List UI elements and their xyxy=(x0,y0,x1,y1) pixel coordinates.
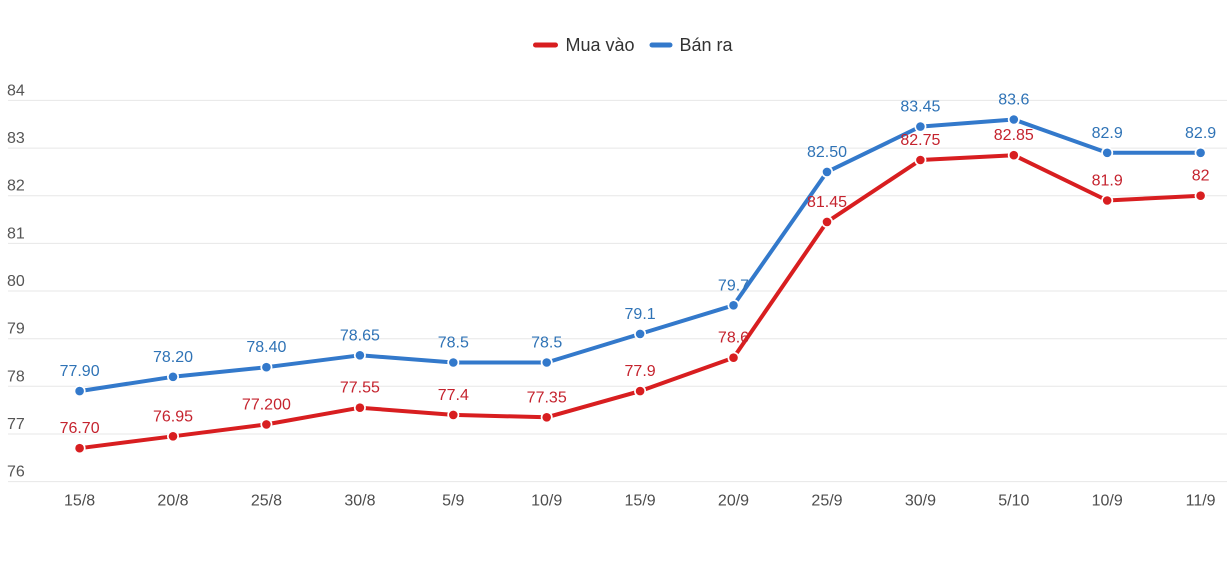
svg-text:79.1: 79.1 xyxy=(625,306,656,323)
svg-text:82.50: 82.50 xyxy=(807,144,847,161)
svg-text:81: 81 xyxy=(7,225,25,242)
svg-text:77.200: 77.200 xyxy=(242,396,291,413)
svg-text:82.9: 82.9 xyxy=(1185,125,1216,142)
svg-text:78.40: 78.40 xyxy=(246,339,286,356)
svg-text:78.5: 78.5 xyxy=(531,335,562,352)
svg-text:78.6: 78.6 xyxy=(718,330,749,347)
svg-text:83: 83 xyxy=(7,130,25,147)
svg-text:77.90: 77.90 xyxy=(60,363,100,380)
svg-text:77.9: 77.9 xyxy=(625,363,656,380)
svg-text:78: 78 xyxy=(7,368,25,385)
svg-text:82: 82 xyxy=(7,178,25,195)
svg-text:25/8: 25/8 xyxy=(251,493,282,510)
svg-text:76.95: 76.95 xyxy=(153,408,193,425)
svg-text:81.45: 81.45 xyxy=(807,194,847,211)
svg-text:83.45: 83.45 xyxy=(900,99,940,116)
svg-text:76.70: 76.70 xyxy=(60,420,100,437)
svg-text:78.5: 78.5 xyxy=(438,335,469,352)
svg-text:77.4: 77.4 xyxy=(438,387,469,404)
svg-text:82.85: 82.85 xyxy=(994,127,1034,144)
svg-text:81.9: 81.9 xyxy=(1092,173,1123,190)
svg-text:77: 77 xyxy=(7,416,25,433)
svg-text:76: 76 xyxy=(7,464,25,481)
svg-text:Bán ra: Bán ra xyxy=(680,35,734,55)
svg-text:15/8: 15/8 xyxy=(64,493,95,510)
svg-text:82.75: 82.75 xyxy=(900,132,940,149)
svg-text:77.35: 77.35 xyxy=(527,389,567,406)
svg-text:79.7: 79.7 xyxy=(718,277,749,294)
svg-text:77.55: 77.55 xyxy=(340,380,380,397)
svg-text:11/9: 11/9 xyxy=(1186,493,1216,510)
svg-text:83.6: 83.6 xyxy=(998,92,1029,109)
svg-text:15/9: 15/9 xyxy=(625,493,656,510)
svg-text:10/9: 10/9 xyxy=(1092,493,1123,510)
svg-text:78.65: 78.65 xyxy=(340,327,380,344)
svg-text:10/9: 10/9 xyxy=(531,493,562,510)
svg-text:82: 82 xyxy=(1192,168,1210,185)
svg-text:30/8: 30/8 xyxy=(344,493,375,510)
svg-text:25/9: 25/9 xyxy=(811,493,842,510)
svg-text:20/8: 20/8 xyxy=(157,493,188,510)
svg-text:82.9: 82.9 xyxy=(1092,125,1123,142)
svg-text:30/9: 30/9 xyxy=(905,493,936,510)
svg-text:78.20: 78.20 xyxy=(153,349,193,366)
svg-text:5/9: 5/9 xyxy=(442,493,464,510)
svg-text:79: 79 xyxy=(7,321,25,338)
svg-text:80: 80 xyxy=(7,273,25,290)
svg-text:84: 84 xyxy=(7,82,25,99)
svg-text:20/9: 20/9 xyxy=(718,493,749,510)
svg-text:Mua vào: Mua vào xyxy=(566,35,635,55)
svg-text:5/10: 5/10 xyxy=(998,493,1029,510)
